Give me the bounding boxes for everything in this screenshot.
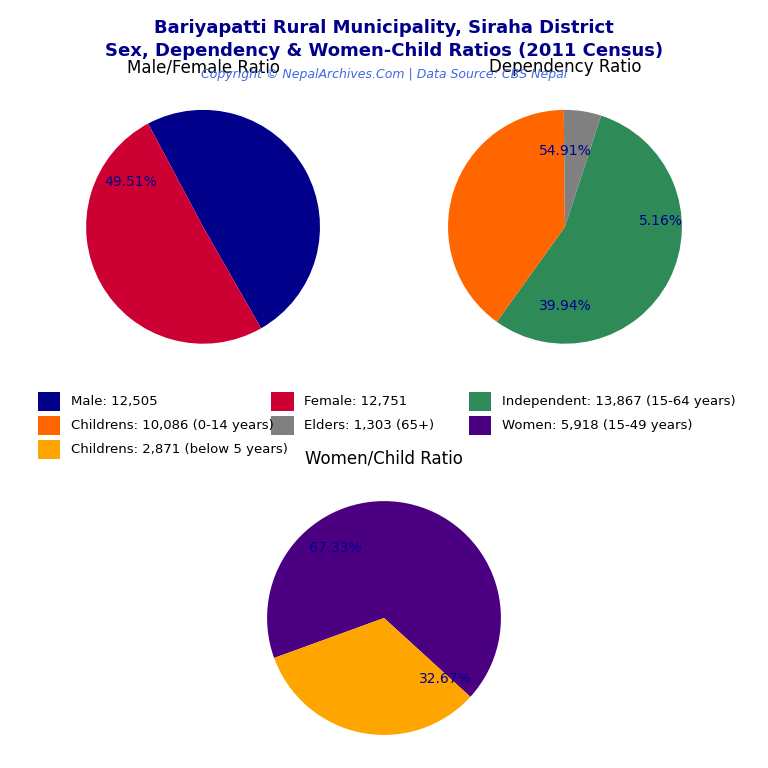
- Wedge shape: [148, 110, 320, 328]
- Text: 49.51%: 49.51%: [104, 175, 157, 190]
- Bar: [38, 440, 61, 459]
- Bar: [38, 392, 61, 412]
- Text: 39.94%: 39.94%: [538, 300, 591, 313]
- Wedge shape: [564, 110, 601, 227]
- Text: 50.49%: 50.49%: [237, 269, 290, 283]
- Text: Women: 5,918 (15-49 years): Women: 5,918 (15-49 years): [502, 419, 693, 432]
- Wedge shape: [448, 110, 565, 322]
- Text: 67.33%: 67.33%: [309, 541, 361, 554]
- Wedge shape: [274, 618, 470, 735]
- Title: Male/Female Ratio: Male/Female Ratio: [127, 58, 280, 76]
- Text: Bariyapatti Rural Municipality, Siraha District: Bariyapatti Rural Municipality, Siraha D…: [154, 19, 614, 37]
- Text: Copyright © NepalArchives.Com | Data Source: CBS Nepal: Copyright © NepalArchives.Com | Data Sou…: [201, 68, 567, 81]
- Bar: [271, 416, 293, 435]
- Bar: [38, 416, 61, 435]
- Text: 32.67%: 32.67%: [419, 672, 471, 686]
- Wedge shape: [267, 501, 501, 697]
- Bar: [271, 392, 293, 412]
- Text: Childrens: 10,086 (0-14 years): Childrens: 10,086 (0-14 years): [71, 419, 273, 432]
- Bar: [468, 392, 492, 412]
- Text: Male: 12,505: Male: 12,505: [71, 396, 157, 409]
- Text: Female: 12,751: Female: 12,751: [304, 396, 407, 409]
- Title: Dependency Ratio: Dependency Ratio: [488, 58, 641, 76]
- Text: 5.16%: 5.16%: [639, 214, 683, 228]
- Wedge shape: [497, 116, 682, 344]
- Title: Women/Child Ratio: Women/Child Ratio: [305, 449, 463, 468]
- Wedge shape: [86, 124, 261, 344]
- Text: 54.91%: 54.91%: [538, 144, 591, 157]
- Text: Childrens: 2,871 (below 5 years): Childrens: 2,871 (below 5 years): [71, 443, 288, 456]
- Text: Sex, Dependency & Women-Child Ratios (2011 Census): Sex, Dependency & Women-Child Ratios (20…: [105, 42, 663, 60]
- Bar: [468, 416, 492, 435]
- Text: Independent: 13,867 (15-64 years): Independent: 13,867 (15-64 years): [502, 396, 736, 409]
- Text: Elders: 1,303 (65+): Elders: 1,303 (65+): [304, 419, 434, 432]
